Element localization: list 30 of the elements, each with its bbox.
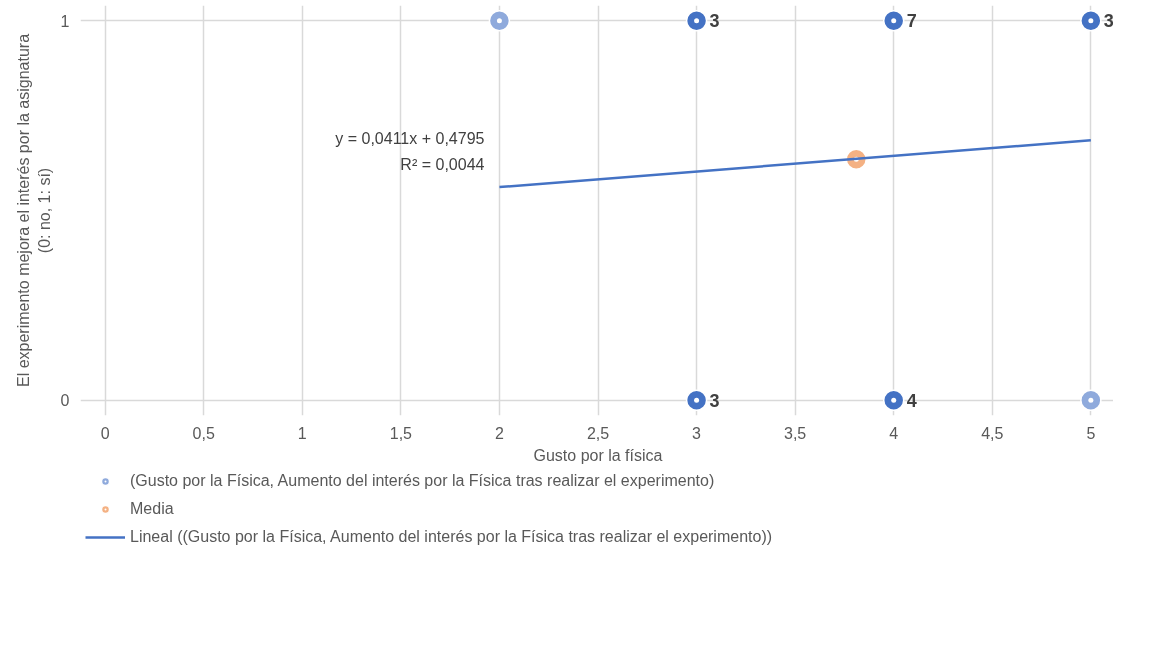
x-tick-label: 3,5 [784,424,807,442]
annotation: 4 [906,390,917,411]
point [685,389,708,412]
x-tick-label: 2,5 [586,424,610,442]
x-tick-label: 3 [692,424,702,442]
legend-label: Media [130,500,174,518]
annotation: 3 [709,11,720,32]
x-tick-label: 1 [297,424,307,442]
point [882,389,905,412]
point [1080,9,1102,32]
annotation: y = 0,0411x + 0,4795 [335,130,485,148]
legend-label: Lineal ((Gusto por la Física, Aumento del interés por la Física tras realizar el experimento)) [130,528,773,546]
point [488,9,511,32]
x-tick-label: 2 [494,424,504,442]
x-tick-label: 1,5 [389,424,413,442]
point [882,9,905,32]
annotation: 7 [906,11,917,32]
point [1080,389,1102,412]
x-axis-title: Gusto por la física [533,446,663,464]
annotation: 3 [709,390,720,411]
annotation: R² = 0,0044 [400,156,485,174]
x-tick-label: 5 [1086,424,1096,442]
x-tick-label: 0,5 [192,424,215,442]
y-axis-title: El experimento mejora el interés por la asignatura (0: no, 1: sí) [15,33,53,388]
legend-label: (Gusto por la Física, Aumento del interés por la Física tras realizar el experimento) [130,472,715,490]
x-tick-label: 4,5 [981,424,1004,442]
point [685,9,708,32]
x-tick-label: 0 [100,424,110,442]
annotation: 3 [1103,11,1114,32]
x-tick-label: 4 [889,424,899,442]
